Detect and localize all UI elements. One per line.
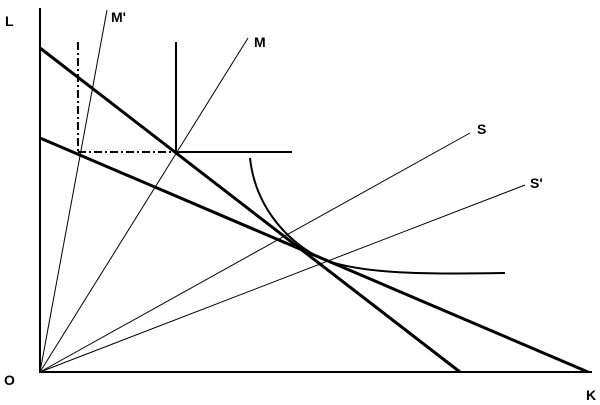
ray-label: M bbox=[254, 34, 266, 50]
ray-label: S' bbox=[530, 175, 543, 191]
isocost-steep bbox=[39, 46, 461, 374]
ray-s bbox=[39, 132, 471, 373]
isoquant-curve bbox=[249, 157, 506, 275]
ray-m bbox=[39, 37, 249, 373]
origin-label: O bbox=[4, 372, 15, 388]
ray-label: S bbox=[477, 121, 486, 137]
ray-s-prime bbox=[39, 184, 526, 373]
ray-label: M' bbox=[111, 9, 126, 25]
y-axis-label: L bbox=[5, 13, 14, 29]
x-axis-label: K bbox=[586, 387, 596, 403]
ray-m-prime bbox=[39, 9, 108, 373]
